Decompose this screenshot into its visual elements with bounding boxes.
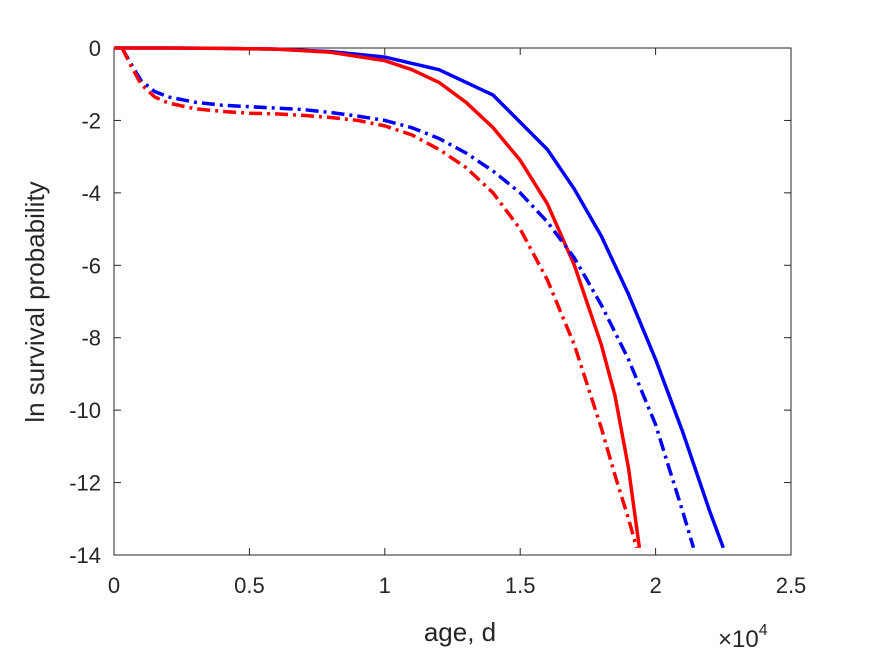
y-axis-label: ln survival probability	[20, 181, 50, 422]
x-exponent-label: ×104	[718, 622, 768, 653]
x-tick-labels: 0 0.5 1 1.5 2 2.5	[108, 573, 806, 598]
series-line-4-dashdot	[120, 47, 639, 549]
y-tick-label: -8	[81, 326, 101, 351]
x-axis-label: age, d	[424, 617, 496, 647]
x-tick-label: 2.5	[776, 573, 807, 598]
x-tick-label: 0.5	[234, 573, 265, 598]
y-tick-label: -2	[81, 108, 101, 133]
x-tick-label: 0	[108, 573, 120, 598]
series-line-2-solid	[114, 46, 642, 549]
y-tick-label: -4	[81, 181, 101, 206]
plot-area	[113, 47, 792, 556]
x-tick-label: 1	[379, 573, 391, 598]
x-exponent-power: 4	[759, 622, 768, 639]
x-tick-label: 2	[649, 573, 661, 598]
y-tick-label: -10	[69, 398, 101, 423]
y-tick-label: 0	[89, 36, 101, 61]
x-tick-label: 1.5	[505, 573, 536, 598]
series-line-3-dashdot	[120, 47, 696, 549]
x-exponent-base: ×10	[718, 626, 759, 653]
y-tick-label: -14	[69, 543, 101, 568]
y-tick-labels: 0 -2 -4 -6 -8 -10 -12 -14	[69, 36, 101, 568]
series-layer	[114, 46, 725, 549]
y-tick-label: -6	[81, 253, 101, 278]
y-tick-label: -12	[69, 471, 101, 496]
